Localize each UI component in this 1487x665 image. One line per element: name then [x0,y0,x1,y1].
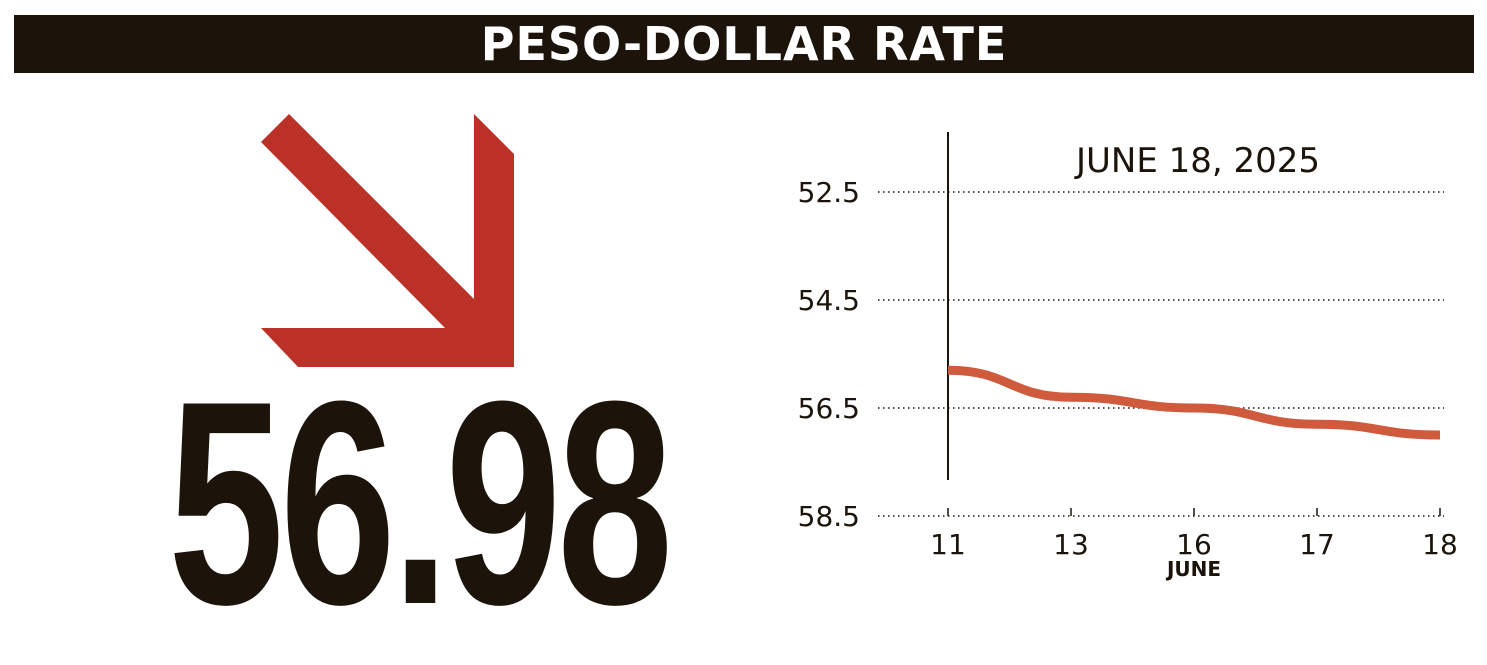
series-line [947,365,1441,440]
x-tick-label: 17 [1299,528,1335,561]
chart-title: JUNE 18, 2025 [1074,141,1320,181]
x-axis-label: JUNE [1165,557,1221,581]
grid-lines [878,191,1444,517]
axes [947,132,1441,516]
y-tick-label: 58.5 [798,500,860,533]
y-tick-label: 56.5 [798,392,860,425]
series-lines [947,365,1441,440]
y-tick-label: 54.5 [798,284,860,317]
page-title: PESO-DOLLAR RATE [480,17,1008,71]
y-tick-label: 52.5 [798,176,860,209]
tick-labels: 52.5 54.5 56.5 58.5 11 13 16 17 18 [798,176,1458,561]
x-tick-label: 11 [930,528,966,561]
title-bar: PESO-DOLLAR RATE [14,15,1474,73]
x-tick-label: 16 [1176,528,1212,561]
x-tick-label: 13 [1053,528,1089,561]
down-right-arrow-icon [261,114,514,367]
arrow-shape [261,114,514,367]
x-tick-label: 18 [1422,528,1458,561]
line-chart: 52.5 54.5 56.5 58.5 11 13 16 17 18 JUNE 18, 2025… [798,132,1458,581]
current-rate-value: 56.98 [168,341,673,665]
